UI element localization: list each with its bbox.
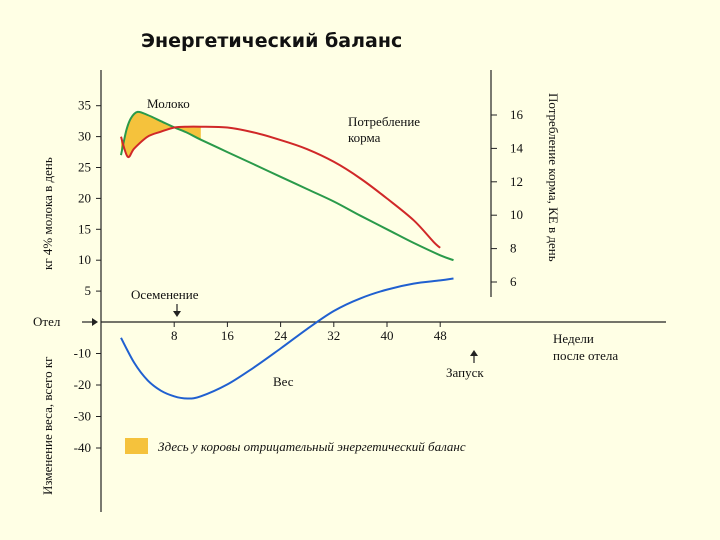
legend: Здесь у коровы отрицательный энергетичес… [125, 438, 466, 454]
y-upper-tick-label: 20 [78, 190, 91, 205]
x-tick-label: 40 [381, 328, 394, 343]
x-tick-label: 8 [171, 328, 178, 343]
feed-intake-series-line [120, 125, 441, 249]
x-tick-label: 48 [434, 328, 447, 343]
y-upper-tick-label: 10 [78, 252, 91, 267]
y-lower-tick-label: -10 [74, 346, 91, 361]
milk-label: Молоко [147, 96, 190, 111]
feed-label-line2: корма [348, 130, 381, 145]
x-tick-label: 16 [221, 328, 235, 343]
x-axis-title-line1: Недели [553, 331, 594, 346]
y-right-tick-label: 12 [510, 174, 523, 189]
y-left-lower-title: Изменение веса, всего кг [40, 356, 55, 495]
x-tick-label: 24 [274, 328, 288, 343]
y-upper-tick-label: 5 [85, 283, 92, 298]
otel-arrow [82, 318, 98, 326]
weight-label: Вес [273, 374, 294, 389]
series-labels: Молоко Потребление корма Вес Отел Осемен… [33, 93, 618, 495]
otel-label: Отел [33, 314, 61, 329]
y-upper-tick-label: 35 [78, 98, 91, 113]
y-right-tick-label: 6 [510, 274, 517, 289]
y-lower-tick-label: -40 [74, 440, 91, 455]
weight-series-line [120, 277, 454, 400]
y-right-tick-label: 14 [510, 140, 524, 155]
y-left-upper-title: кг 4% молока в день [40, 157, 55, 270]
y-lower-tick-label: -20 [74, 377, 91, 392]
chart-title: Энергетический баланс [141, 30, 402, 52]
legend-text: Здесь у коровы отрицательный энергетичес… [158, 439, 466, 454]
legend-swatch [125, 438, 148, 454]
y-upper-tick-label: 30 [78, 129, 91, 144]
y-lower-tick-label: -30 [74, 409, 91, 424]
zapusk-arrow [470, 350, 478, 363]
y-right-tick-label: 8 [510, 241, 517, 256]
osemenenie-label: Осеменение [131, 287, 199, 302]
y-upper-tick-label: 15 [78, 221, 91, 236]
x-tick-label: 32 [327, 328, 340, 343]
negative-balance-area [121, 111, 201, 158]
annotation-arrows [82, 304, 478, 363]
y-right-title: Потребление корма, КЕ в день [546, 93, 561, 262]
feed-label-line1: Потребление [348, 114, 420, 129]
osemenenie-arrow [173, 304, 181, 317]
x-axis-title-line2: после отела [553, 348, 618, 363]
y-right-tick-label: 10 [510, 207, 523, 222]
zapusk-label: Запуск [446, 365, 484, 380]
y-right-tick-label: 16 [510, 107, 524, 122]
y-upper-tick-label: 25 [78, 160, 91, 175]
milk-series-line [120, 110, 454, 262]
